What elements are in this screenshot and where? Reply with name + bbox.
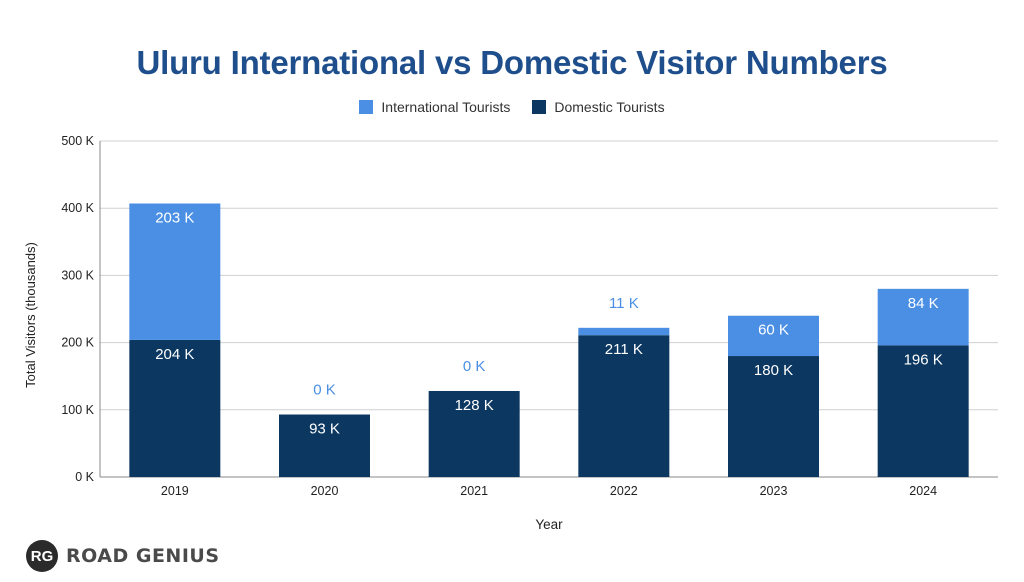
y-tick-label: 100 K [61,403,94,417]
y-axis-label: Total Visitors (thousands) [23,242,38,388]
logo-badge: RG [26,540,58,572]
y-tick-label: 0 K [75,470,94,484]
y-tick-label: 200 K [61,336,94,350]
data-label-international: 0 K [313,382,336,399]
data-label-international: 0 K [463,358,486,375]
bar-domestic [428,390,520,477]
y-tick-label: 300 K [61,268,94,282]
bar-domestic [279,414,370,477]
logo-text: ROAD GENIUS [66,545,220,567]
legend-swatch-international [359,100,374,114]
legend-item-domestic: Domestic Tourists [532,99,665,115]
y-tick-label: 500 K [61,134,94,148]
x-axis-label: Year [535,517,563,532]
x-tick-label: 2023 [760,484,788,498]
logo: RG ROAD GENIUS [26,540,220,572]
chart-legend: International Tourists Domestic Tourists [0,99,1024,115]
bar-international [129,203,221,340]
bar-international [578,327,670,336]
data-label-domestic: 93 K [309,421,340,438]
legend-label-international: International Tourists [381,99,511,115]
data-label-domestic: 128 K [455,397,494,414]
bar-domestic [877,345,969,477]
legend-swatch-domestic [532,100,547,114]
x-tick-label: 2022 [610,484,638,498]
data-label-international: 60 K [758,322,789,339]
bar-domestic [578,335,670,477]
data-label-domestic: 204 K [155,346,194,363]
y-tick-label: 400 K [61,201,94,215]
bar-domestic [129,339,221,477]
data-label-domestic: 211 K [605,341,643,358]
x-tick-label: 2019 [161,484,189,498]
data-label-international: 203 K [155,209,194,226]
bar-international [728,315,819,357]
bar-domestic [728,356,819,477]
data-label-international: 84 K [908,295,939,312]
legend-label-domestic: Domestic Tourists [554,99,665,115]
data-label-domestic: 196 K [904,351,943,368]
data-label-domestic: 180 K [754,362,793,379]
x-tick-label: 2020 [311,484,339,498]
x-tick-label: 2021 [460,484,488,498]
bar-international [877,288,969,346]
data-label-international: 11 K [609,295,639,312]
chart-title: Uluru International vs Domestic Visitor … [136,44,888,81]
legend-item-international: International Tourists [359,99,510,115]
x-tick-label: 2024 [909,484,937,498]
